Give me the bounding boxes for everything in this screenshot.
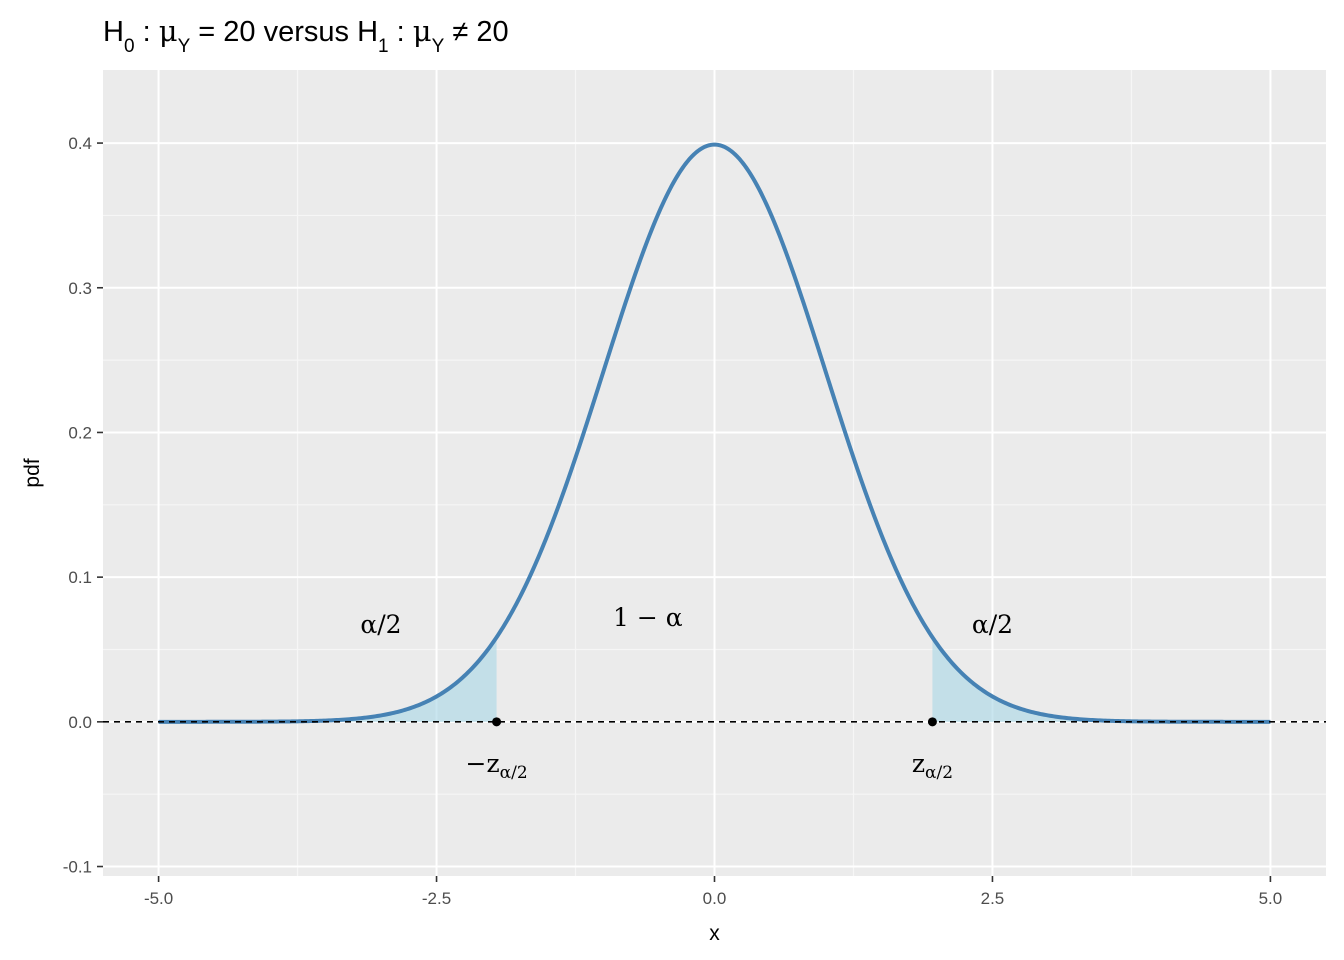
shaded-regions xyxy=(158,637,1271,722)
x-tick-label: 2.5 xyxy=(981,889,1005,908)
critical-point-1 xyxy=(927,717,937,727)
x-tick-label: -5.0 xyxy=(144,889,173,908)
chart-title: H0 : μY = 20 versus H1 : μY ≠ 20 xyxy=(103,14,509,57)
annotation-alpha-half-right: α/2 xyxy=(972,610,1013,639)
annotation-alpha-half-left: α/2 xyxy=(360,610,401,639)
y-tick-label: 0.1 xyxy=(68,568,92,587)
y-tick-label: 0.3 xyxy=(68,279,92,298)
y-axis: -0.1 0.0 0.1 0.2 0.3 0.4 xyxy=(63,134,103,877)
density-curve xyxy=(158,142,1271,724)
shaded-tail-left xyxy=(158,637,497,722)
label-neg-z-alpha-half: −zα/2 xyxy=(466,749,528,783)
critical-point-0 xyxy=(492,717,502,727)
critical-points xyxy=(492,717,937,727)
x-tick-label: 5.0 xyxy=(1259,889,1283,908)
label-z-alpha-half: zα/2 xyxy=(912,749,953,783)
shaded-tail-right xyxy=(932,637,1271,722)
y-tick-label: 0.0 xyxy=(68,713,92,732)
y-tick-label: 0.4 xyxy=(68,134,92,153)
critical-point-labels: −zα/2 zα/2 xyxy=(466,749,954,783)
annotation-one-minus-alpha: 1 − α xyxy=(613,603,683,632)
x-tick-label: 0.0 xyxy=(703,889,727,908)
annotations: α/2 1 − α α/2 xyxy=(360,603,1013,639)
y-tick-label: 0.2 xyxy=(68,423,92,442)
x-axis-label: x xyxy=(709,922,720,945)
x-axis: -5.0 -2.5 0.0 2.5 5.0 xyxy=(144,876,1282,908)
y-tick-label: -0.1 xyxy=(63,858,92,877)
x-tick-label: -2.5 xyxy=(422,889,451,908)
y-axis-label: pdf xyxy=(21,458,44,487)
